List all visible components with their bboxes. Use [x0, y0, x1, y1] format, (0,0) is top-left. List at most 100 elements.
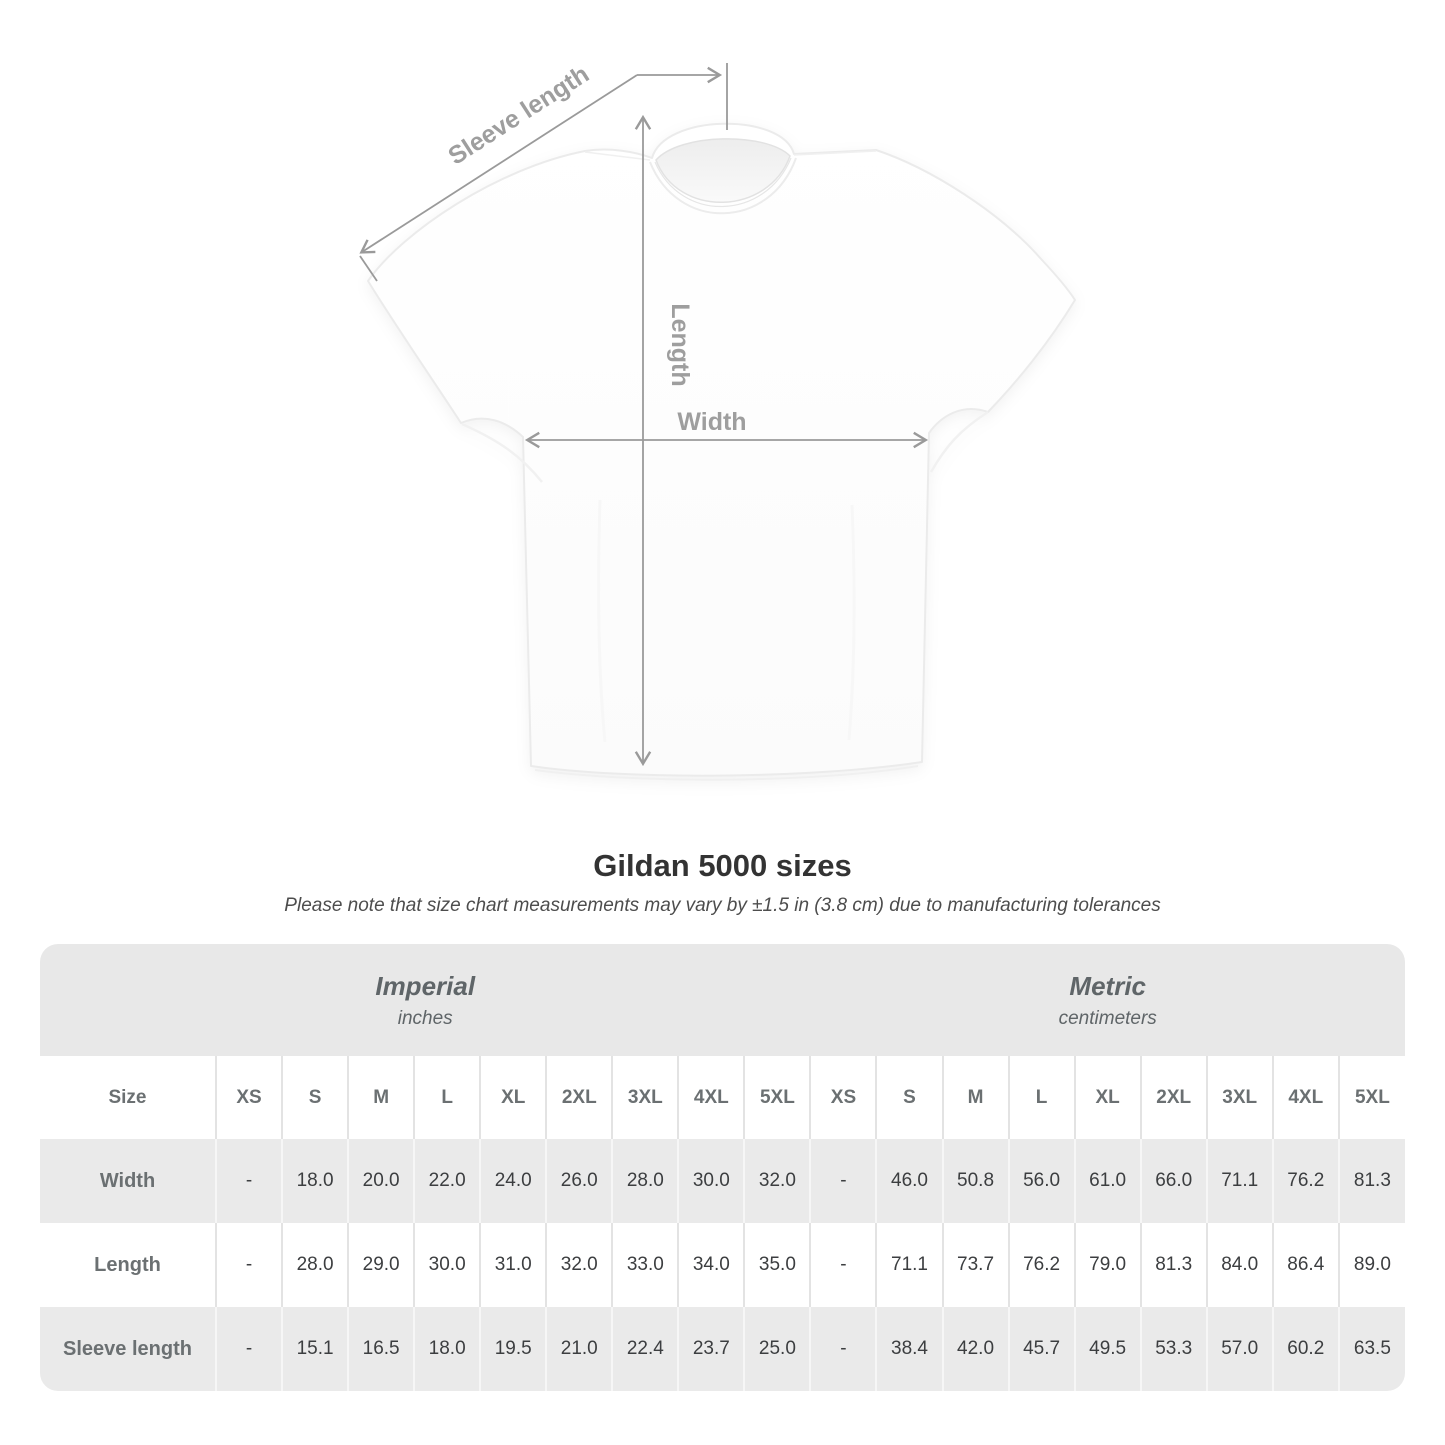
imperial-unit: inches — [397, 1007, 453, 1029]
measurement-row-label: Sleeve length — [40, 1307, 216, 1391]
hem-shadow — [534, 765, 919, 781]
right-underarm-crease — [929, 410, 989, 473]
size-column-header: 5XL — [743, 1056, 811, 1139]
measurement-value: 15.1 — [281, 1307, 349, 1391]
collar-seam — [649, 157, 797, 215]
size-column-header: S — [875, 1056, 943, 1139]
measurement-value: 30.0 — [677, 1139, 745, 1223]
tshirt-measurement-diagram: Sleeve length Length Width — [359, 60, 1076, 781]
page-title: Gildan 5000 sizes — [593, 848, 852, 883]
measurement-row: Sleeve length -15.1 16.5 18.0 19.5 21.0 22.4 23… — [40, 1307, 1405, 1391]
size-column-header: 2XL — [1139, 1056, 1207, 1139]
sleeve-tip-leader-tick — [359, 255, 378, 282]
measurement-value: - — [214, 1307, 283, 1391]
size-column-header: 4XL — [677, 1056, 745, 1139]
imperial-group-header: Imperial inches — [40, 944, 811, 1056]
measurement-value: 30.0 — [413, 1223, 481, 1307]
measurement-arrows — [359, 63, 929, 767]
measurement-value: - — [214, 1139, 283, 1223]
measurement-value: 32.0 — [545, 1223, 613, 1307]
collar-rib-line — [654, 157, 792, 208]
size-column-header: 2XL — [545, 1056, 613, 1139]
measurement-value: 38.4 — [875, 1307, 943, 1391]
measurement-row-label: Length — [40, 1223, 216, 1307]
measurement-row-label: Width — [40, 1139, 216, 1223]
length-label: Length — [666, 303, 694, 386]
measurement-value: 28.0 — [611, 1139, 679, 1223]
size-chart-table: Imperial inches Metric centimeters Size … — [40, 944, 1405, 1391]
size-column-header: XL — [479, 1056, 547, 1139]
size-column-header: XL — [1073, 1056, 1141, 1139]
measurement-value: 56.0 — [1007, 1139, 1075, 1223]
measurement-value: 22.4 — [611, 1307, 679, 1391]
metric-unit: centimeters — [1058, 1007, 1157, 1029]
sleeve-length-arrow — [359, 74, 638, 254]
imperial-label: Imperial — [375, 970, 476, 1001]
tolerance-note: Please note that size chart measurements… — [284, 895, 1161, 916]
measurement-value: 21.0 — [545, 1307, 613, 1391]
left-underarm-crease — [461, 422, 543, 483]
tshirt-diagram-svg: Sleeve length Length Width — [359, 60, 1076, 781]
measurement-value: 49.5 — [1073, 1307, 1141, 1391]
size-column-header: 4XL — [1271, 1056, 1339, 1139]
drape-crease-right — [847, 504, 856, 741]
measurement-value: 66.0 — [1139, 1139, 1207, 1223]
measurement-value: 57.0 — [1205, 1307, 1273, 1391]
measurement-value: 42.0 — [941, 1307, 1009, 1391]
measurement-value: 53.3 — [1139, 1307, 1207, 1391]
measurement-value: - — [809, 1223, 877, 1307]
size-header-row: Size XS S M L XL 2XL 3XL 4XL 5XL XS S M L XL 2XL 3XL 4XL… — [40, 1056, 1405, 1139]
measurement-value: 76.2 — [1007, 1223, 1075, 1307]
measurement-value: 19.5 — [479, 1307, 547, 1391]
size-column-header: 3XL — [611, 1056, 679, 1139]
measurement-value: 79.0 — [1073, 1223, 1141, 1307]
collar-opening — [655, 138, 791, 203]
drape-crease-left — [597, 499, 607, 743]
measurement-value: 34.0 — [677, 1223, 745, 1307]
measurement-value: 73.7 — [941, 1223, 1009, 1307]
measurement-value: 63.5 — [1337, 1307, 1405, 1391]
measurement-value: - — [214, 1223, 283, 1307]
measurement-row: Width -18.0 20.0 22.0 24.0 26.0 28.0 30.0 32.0-4… — [40, 1139, 1405, 1223]
width-label: Width — [677, 408, 746, 436]
size-column-header: L — [413, 1056, 481, 1139]
measurement-value: 24.0 — [479, 1139, 547, 1223]
metric-group-header: Metric centimeters — [810, 944, 1405, 1056]
measurement-value: 18.0 — [413, 1307, 481, 1391]
measurement-value: 61.0 — [1073, 1139, 1141, 1223]
measurement-value: 20.0 — [347, 1139, 415, 1223]
measurement-value: 50.8 — [941, 1139, 1009, 1223]
measurement-value: 32.0 — [743, 1139, 811, 1223]
size-column-header: L — [1007, 1056, 1075, 1139]
measurement-value: 26.0 — [545, 1139, 613, 1223]
metric-label: Metric — [1069, 970, 1146, 1001]
size-column-header: 5XL — [1337, 1056, 1405, 1139]
size-column-header: M — [347, 1056, 415, 1139]
measurement-value: 18.0 — [281, 1139, 349, 1223]
measurement-row: Length -28.0 29.0 30.0 31.0 32.0 33.0 34.0 35.0-… — [40, 1223, 1405, 1307]
measurement-value: 16.5 — [347, 1307, 415, 1391]
size-column-header: XS — [809, 1056, 877, 1139]
measurement-value: 28.0 — [281, 1223, 349, 1307]
measurement-value: 25.0 — [743, 1307, 811, 1391]
measurement-value: 60.2 — [1271, 1307, 1339, 1391]
measurement-value: 84.0 — [1205, 1223, 1273, 1307]
size-table: Imperial inches Metric centimeters Size … — [40, 944, 1405, 1391]
measurement-value: 86.4 — [1271, 1223, 1339, 1307]
measurement-value: 45.7 — [1007, 1307, 1075, 1391]
measurement-value: 33.0 — [611, 1223, 679, 1307]
measurement-value: 23.7 — [677, 1307, 745, 1391]
measurement-value: 31.0 — [479, 1223, 547, 1307]
measurement-value: 35.0 — [743, 1223, 811, 1307]
tshirt-body — [367, 122, 1076, 777]
measurement-value: 29.0 — [347, 1223, 415, 1307]
measurement-value: 22.0 — [413, 1139, 481, 1223]
tshirt-graphic — [367, 122, 1076, 781]
measurement-value: - — [809, 1139, 877, 1223]
right-shoulder-seam — [793, 150, 877, 156]
size-column-header: 3XL — [1205, 1056, 1273, 1139]
unit-group-header-row: Imperial inches Metric centimeters — [40, 944, 1405, 1056]
measurement-value: 81.3 — [1139, 1223, 1207, 1307]
measurement-value: 71.1 — [875, 1223, 943, 1307]
